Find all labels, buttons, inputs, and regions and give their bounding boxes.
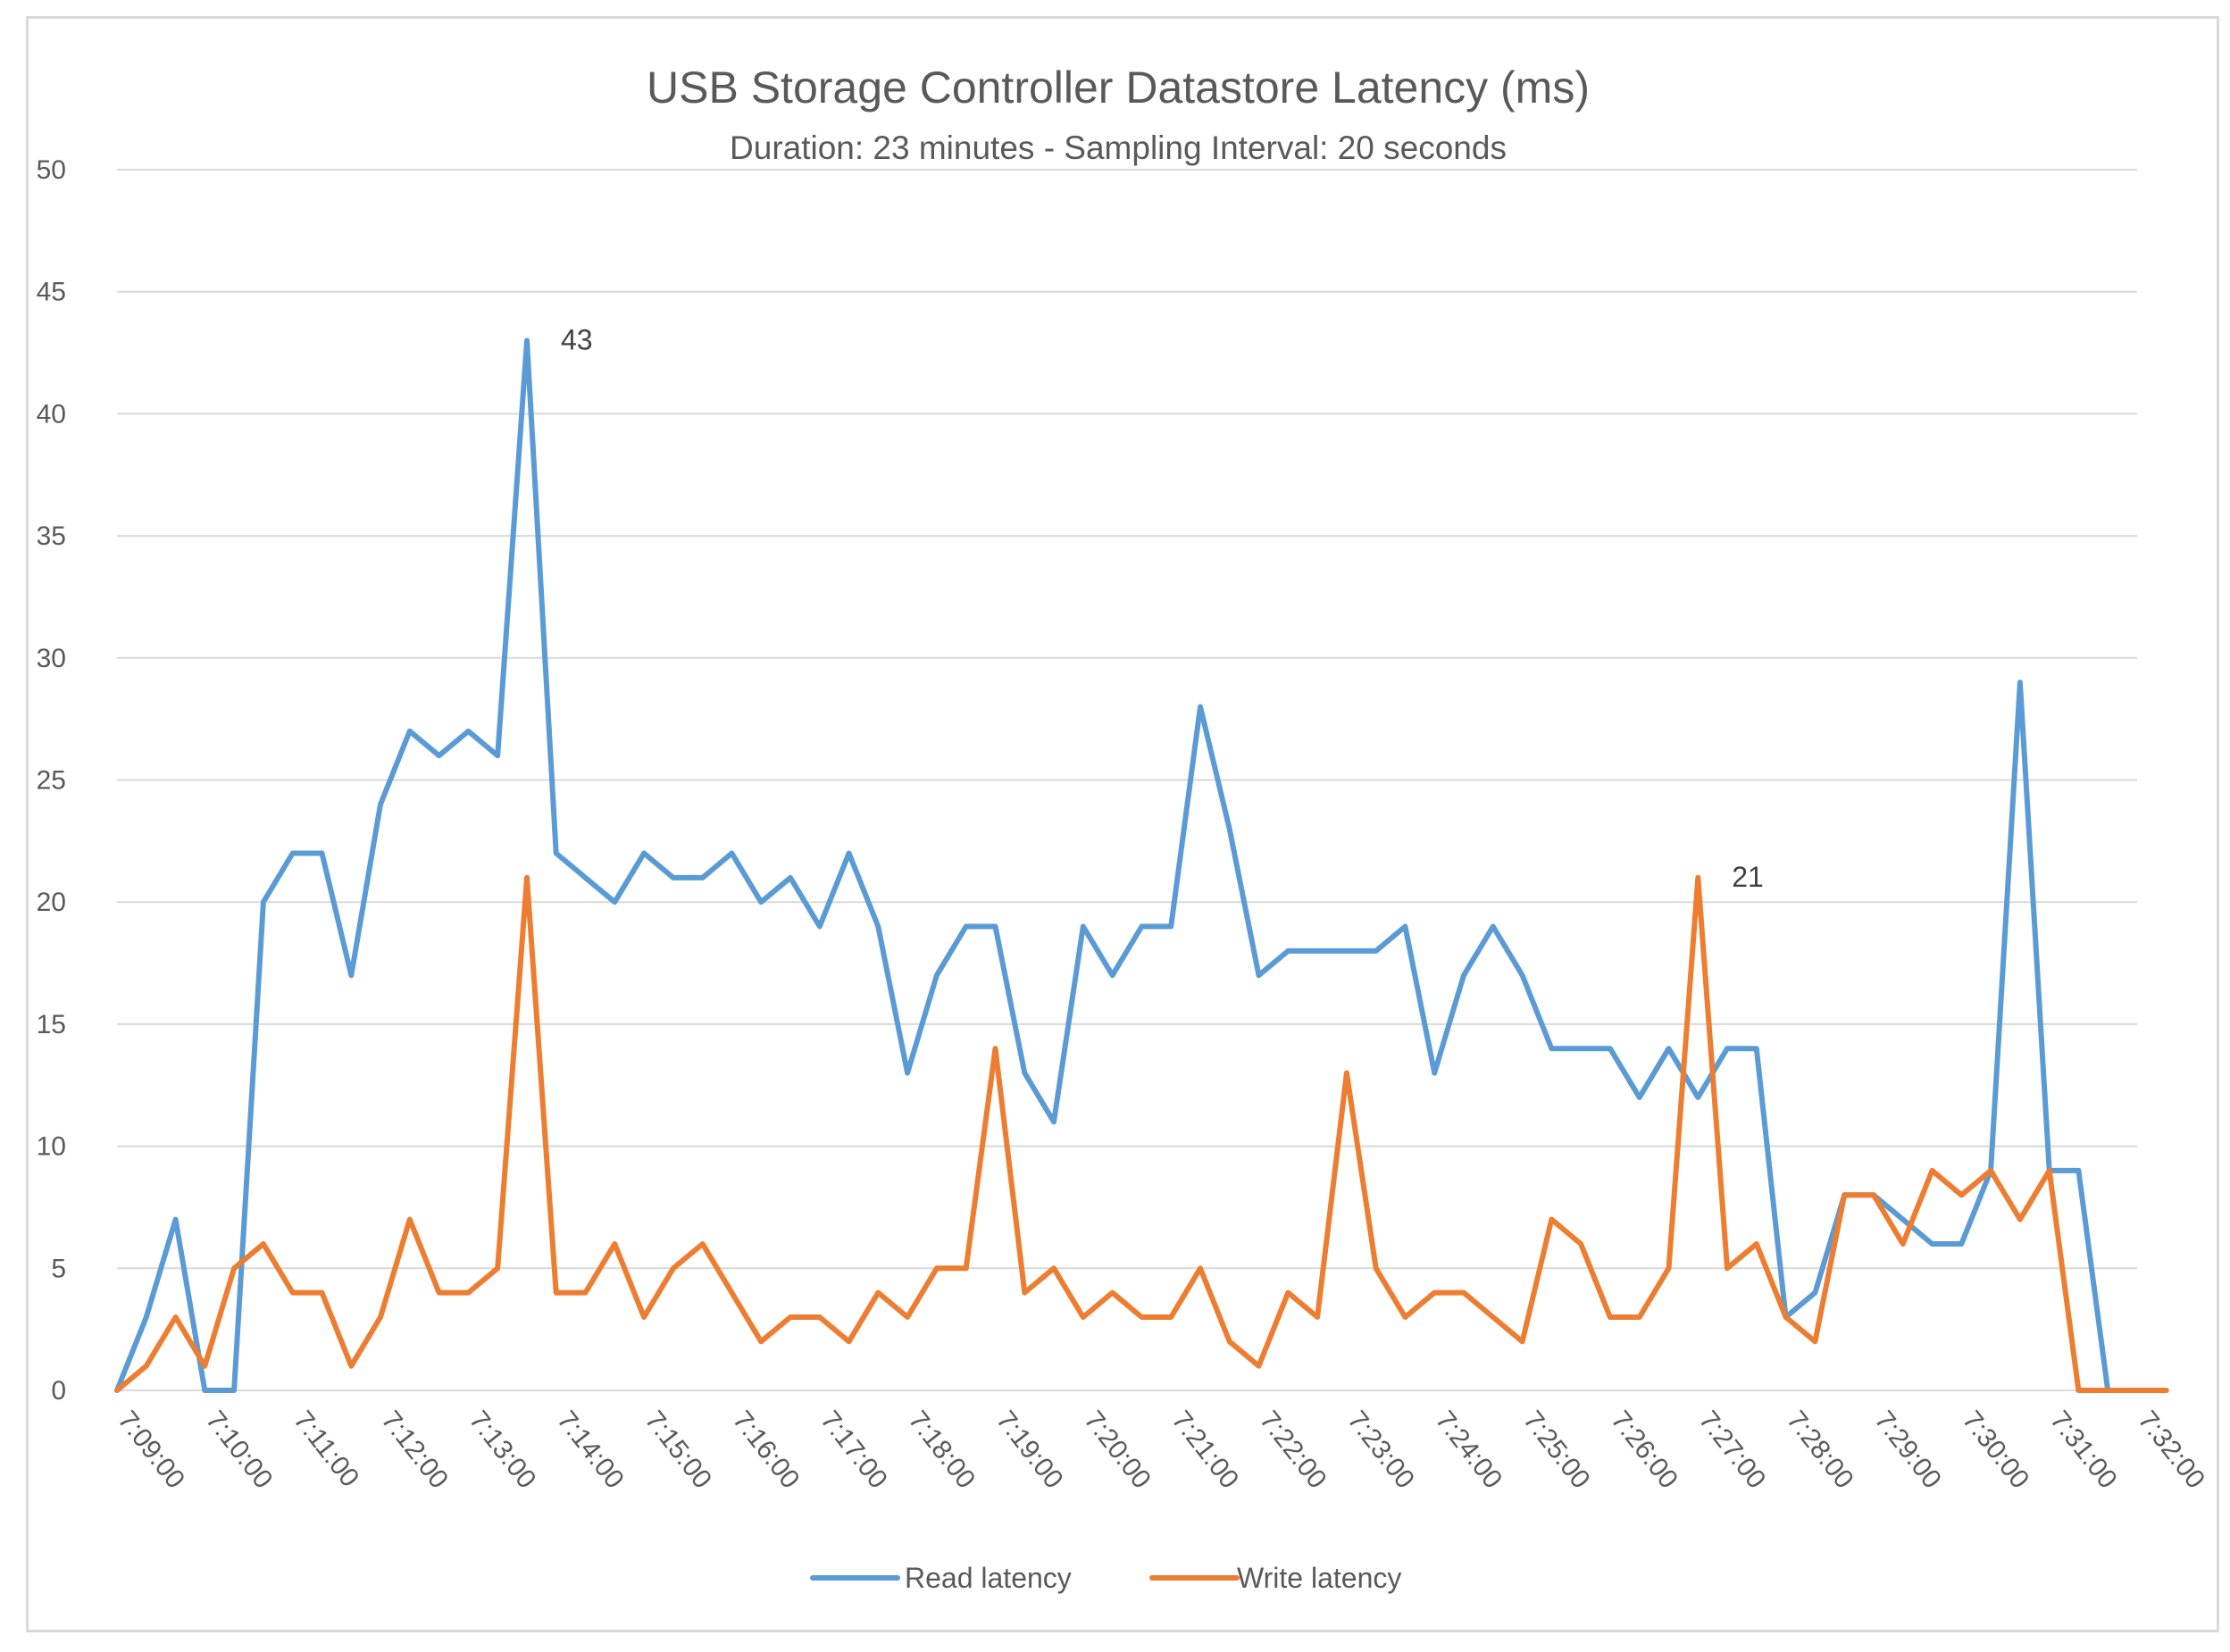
x-tick-label: 7:12:00 <box>376 1406 455 1494</box>
x-tick-label: 7:28:00 <box>1781 1406 1859 1494</box>
x-tick-label: 7:20:00 <box>1078 1406 1157 1494</box>
y-tick-label: 45 <box>37 278 66 307</box>
x-tick-label: 7:10:00 <box>200 1406 279 1494</box>
data-label: 21 <box>1732 861 1764 893</box>
chart-frame <box>26 16 2219 1632</box>
x-tick-label: 7:30:00 <box>1957 1406 2035 1494</box>
x-tick-label: 7:19:00 <box>990 1406 1069 1494</box>
x-tick-label: 7:31:00 <box>2044 1406 2123 1494</box>
x-tick-label: 7:29:00 <box>1868 1406 1947 1494</box>
x-tick-label: 7:18:00 <box>903 1406 981 1494</box>
y-tick-label: 0 <box>51 1376 66 1406</box>
chart-title: USB Storage Controller Datastore Latency… <box>647 63 1590 113</box>
data-labels: 43 21 <box>561 323 1764 892</box>
x-tick-label: 7:23:00 <box>1341 1406 1420 1494</box>
x-tick-label: 7:22:00 <box>1254 1406 1332 1494</box>
x-tick-label: 7:14:00 <box>551 1406 630 1494</box>
x-tick-label: 7:16:00 <box>727 1406 806 1494</box>
series-line-write <box>114 874 2169 1393</box>
y-tick-label: 20 <box>37 888 66 917</box>
series-line-read <box>114 338 2140 1393</box>
x-axis-ticks: 7:09:00 7:10:00 7:11:00 7:12:00 7:13:00 7:14:… <box>112 1406 2210 1494</box>
x-tick-label: 7:11:00 <box>288 1406 364 1492</box>
x-tick-label: 7:17:00 <box>814 1406 893 1494</box>
y-tick-label: 25 <box>37 766 66 796</box>
y-tick-label: 35 <box>37 521 66 551</box>
legend-label: Write latency <box>1237 1562 1401 1594</box>
x-tick-label: 7:24:00 <box>1430 1406 1508 1494</box>
series-lines <box>114 338 2169 1393</box>
y-tick-label: 50 <box>37 155 66 185</box>
y-tick-label: 40 <box>37 399 66 429</box>
y-axis-ticks: 0 5 10 15 20 25 30 35 40 45 50 <box>37 155 66 1406</box>
x-tick-label: 7:26:00 <box>1605 1406 1683 1494</box>
x-tick-label: 7:32:00 <box>2132 1406 2210 1494</box>
y-tick-label: 30 <box>37 644 66 673</box>
x-tick-label: 7:15:00 <box>639 1406 718 1494</box>
gridlines <box>117 169 2137 1391</box>
x-tick-label: 7:27:00 <box>1693 1406 1772 1494</box>
chart-subtitle: Duration: 23 minutes - Sampling Interval… <box>730 129 1507 166</box>
y-tick-label: 5 <box>51 1254 66 1283</box>
x-tick-label: 7:21:00 <box>1166 1406 1245 1494</box>
x-tick-label: 7:13:00 <box>464 1406 542 1494</box>
legend: Read latency Write latency <box>810 1562 1401 1594</box>
y-tick-label: 10 <box>37 1132 66 1162</box>
legend-label: Read latency <box>905 1562 1072 1594</box>
data-label: 43 <box>561 323 593 355</box>
x-tick-label: 7:09:00 <box>112 1406 190 1494</box>
y-tick-label: 15 <box>37 1010 66 1039</box>
x-tick-label: 7:25:00 <box>1517 1406 1596 1494</box>
